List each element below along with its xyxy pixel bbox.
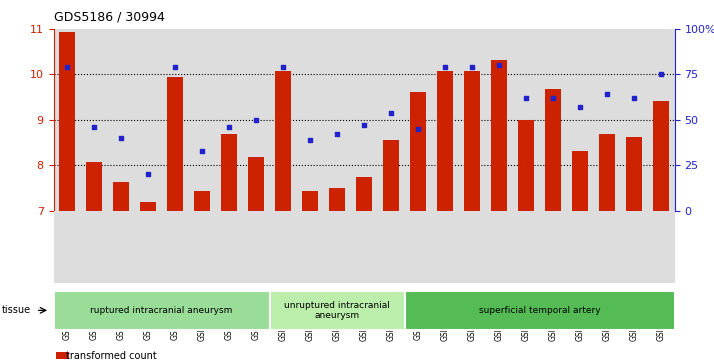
FancyBboxPatch shape (54, 290, 270, 330)
Text: tissue: tissue (1, 305, 31, 315)
Point (169, 64, 181, 70)
Bar (653, 101, 669, 211)
Point (304, 137, 316, 143)
Point (61, 64, 73, 70)
Bar (140, 203, 156, 211)
Text: superficial temporal artery: superficial temporal artery (479, 306, 600, 315)
Text: ruptured intracranial aneurysm: ruptured intracranial aneurysm (91, 306, 233, 315)
Point (196, 148, 208, 154)
Point (493, 62, 505, 68)
Text: GDS5186 / 30994: GDS5186 / 30994 (54, 11, 164, 24)
Bar (491, 60, 507, 211)
Point (223, 124, 235, 130)
Point (575, 104, 586, 110)
Bar (59, 32, 75, 211)
Bar (56, 352, 69, 359)
Bar (248, 157, 264, 211)
Bar (221, 134, 237, 211)
Bar (410, 92, 426, 211)
Text: transformed count: transformed count (66, 351, 157, 361)
Bar (464, 71, 481, 211)
Point (439, 64, 451, 70)
Point (142, 171, 154, 177)
Point (358, 122, 370, 128)
Bar (275, 71, 291, 211)
Bar (167, 77, 183, 211)
Bar (113, 182, 129, 211)
Point (548, 95, 559, 101)
Point (466, 64, 478, 70)
Point (251, 117, 262, 123)
Point (655, 72, 667, 77)
Bar (545, 89, 561, 211)
Point (601, 91, 613, 97)
Bar (572, 151, 588, 211)
Bar (356, 176, 372, 211)
Bar (194, 192, 210, 211)
Bar (383, 140, 399, 211)
Point (386, 110, 397, 115)
Bar (329, 188, 346, 211)
Point (521, 95, 532, 101)
Point (116, 135, 127, 141)
Bar (437, 71, 453, 211)
Bar (599, 134, 615, 211)
Point (331, 131, 343, 137)
Bar (302, 192, 318, 211)
FancyBboxPatch shape (405, 290, 675, 330)
FancyBboxPatch shape (270, 290, 405, 330)
Bar (518, 120, 534, 211)
Point (628, 95, 640, 101)
Point (413, 126, 424, 132)
Point (89, 124, 100, 130)
Point (278, 64, 289, 70)
Bar (626, 137, 643, 211)
Text: unruptured intracranial
aneurysm: unruptured intracranial aneurysm (284, 301, 390, 320)
Bar (86, 162, 102, 211)
